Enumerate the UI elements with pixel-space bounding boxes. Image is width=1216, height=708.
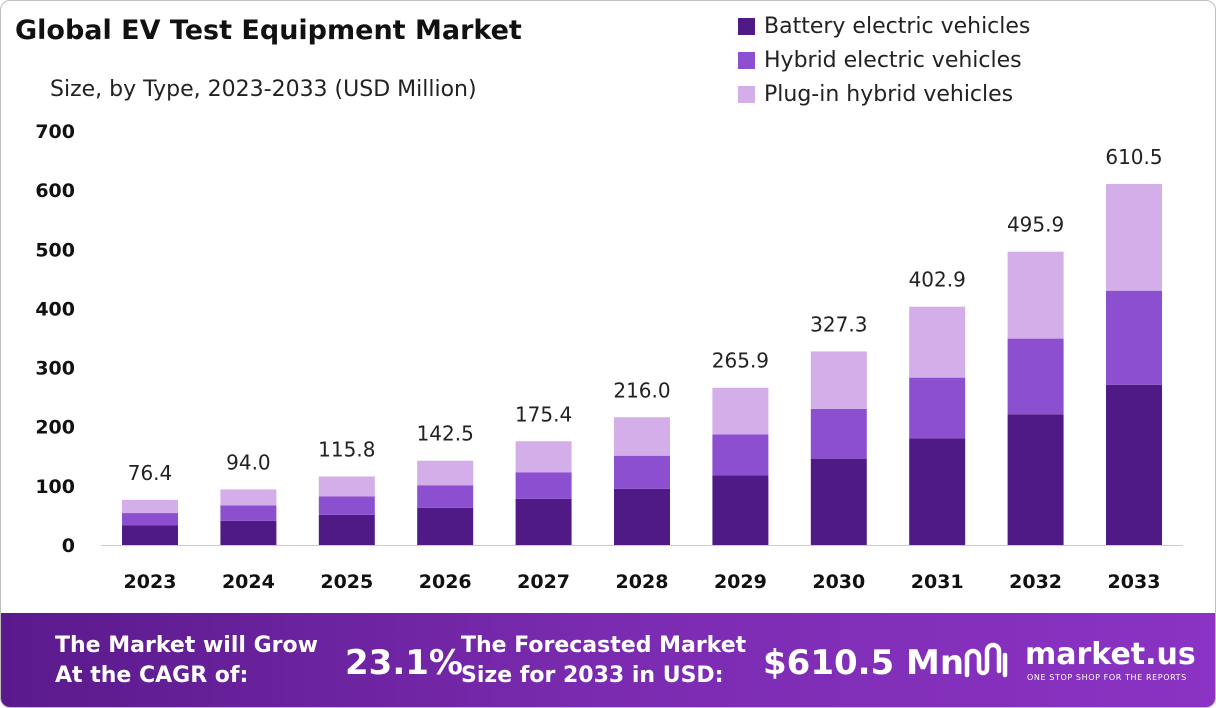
data-label-total: 115.8 bbox=[318, 438, 375, 462]
x-tick-label: 2026 bbox=[419, 571, 472, 593]
bar-segment-battery bbox=[1106, 384, 1162, 545]
bar-segment-battery bbox=[515, 498, 572, 545]
brand-name: market.us bbox=[1025, 637, 1196, 672]
x-tick-label: 2030 bbox=[812, 571, 865, 593]
cagr-label: The Market will Grow At the CAGR of: bbox=[55, 631, 318, 691]
bar-segment-plugin bbox=[318, 476, 375, 497]
y-tick-label: 300 bbox=[35, 358, 75, 380]
legend: Battery electric vehicles Hybrid electri… bbox=[738, 9, 1030, 111]
cagr-label-line1: The Market will Grow bbox=[55, 633, 318, 658]
x-tick-label: 2023 bbox=[124, 571, 177, 593]
data-label-total: 402.9 bbox=[909, 268, 966, 292]
bar-chart: 0 100 200 300 400 500 600 700 76.4 2023 94.0 2024 11… bbox=[35, 121, 1183, 593]
bar-segment-plugin bbox=[1007, 251, 1064, 339]
legend-label-plugin: Plug-in hybrid vehicles bbox=[764, 81, 1014, 107]
bar-segment-plugin bbox=[515, 441, 572, 473]
bar-segment-battery bbox=[1007, 414, 1064, 545]
data-label-total: 175.4 bbox=[515, 402, 572, 426]
y-tick-label: 500 bbox=[35, 239, 75, 261]
bar-segment-plugin bbox=[122, 499, 178, 514]
brand-tagline: ONE STOP SHOP FOR THE REPORTS bbox=[1027, 673, 1187, 682]
cagr-label-line2: At the CAGR of: bbox=[55, 663, 249, 688]
x-tick-label: 2033 bbox=[1108, 571, 1161, 593]
data-label-total: 327.3 bbox=[810, 312, 867, 336]
forecast-value: $610.5 Mn bbox=[763, 643, 965, 683]
bar-segment-hybrid bbox=[712, 434, 769, 476]
cagr-value: 23.1% bbox=[345, 643, 463, 683]
bar-segment-battery bbox=[417, 507, 474, 545]
bar-segment-plugin bbox=[810, 351, 867, 409]
bar-segment-battery bbox=[614, 488, 670, 545]
data-label-total: 94.0 bbox=[226, 450, 271, 474]
bar-segment-plugin bbox=[614, 417, 670, 456]
x-tick-label: 2025 bbox=[320, 571, 373, 593]
forecast-label-line2: Size for 2033 in USD: bbox=[461, 663, 724, 688]
bar-segment-plugin bbox=[1106, 183, 1162, 291]
bar-segment-hybrid bbox=[909, 377, 966, 439]
x-tick-label: 2024 bbox=[222, 571, 275, 593]
data-label-total: 142.5 bbox=[417, 422, 474, 446]
legend-item-battery: Battery electric vehicles bbox=[738, 9, 1030, 43]
bar-segment-hybrid bbox=[515, 472, 572, 499]
bar-segment-plugin bbox=[712, 387, 769, 435]
chart-subtitle: Size, by Type, 2023-2033 (USD Million) bbox=[50, 77, 477, 102]
y-tick-label: 0 bbox=[62, 535, 75, 557]
bar-segment-plugin bbox=[417, 460, 474, 486]
chart-title: Global EV Test Equipment Market bbox=[15, 15, 522, 46]
x-tick-label: 2027 bbox=[517, 571, 570, 593]
bar-segment-plugin bbox=[909, 306, 966, 378]
legend-swatch-battery bbox=[738, 17, 755, 35]
bar-segment-battery bbox=[220, 520, 277, 545]
bar-segment-battery bbox=[810, 458, 867, 545]
legend-label-battery: Battery electric vehicles bbox=[764, 13, 1031, 39]
data-label-total: 76.4 bbox=[128, 461, 173, 485]
y-tick-label: 100 bbox=[35, 476, 75, 498]
bar-segment-battery bbox=[909, 438, 966, 545]
x-tick-label: 2029 bbox=[714, 571, 767, 593]
bar-segment-hybrid bbox=[1106, 290, 1162, 385]
bar-segment-plugin bbox=[220, 489, 277, 506]
bar-segment-hybrid bbox=[417, 485, 474, 508]
y-tick-label: 600 bbox=[35, 180, 75, 202]
legend-item-hybrid: Hybrid electric vehicles bbox=[738, 43, 1030, 77]
bar-segment-hybrid bbox=[318, 496, 375, 515]
market-us-logo-icon bbox=[964, 642, 1008, 678]
legend-swatch-hybrid bbox=[738, 51, 755, 69]
y-tick-label: 200 bbox=[35, 417, 75, 439]
x-tick-label: 2032 bbox=[1009, 571, 1062, 593]
bar-segment-hybrid bbox=[1007, 338, 1064, 415]
bar-segment-hybrid bbox=[122, 513, 178, 526]
forecast-label-line1: The Forecasted Market bbox=[461, 633, 747, 658]
data-label-total: 495.9 bbox=[1007, 213, 1064, 237]
x-tick-label: 2031 bbox=[911, 571, 964, 593]
y-tick-label: 700 bbox=[35, 121, 75, 143]
bar-segment-hybrid bbox=[220, 505, 277, 521]
bar-segment-battery bbox=[122, 525, 178, 545]
legend-label-hybrid: Hybrid electric vehicles bbox=[764, 47, 1022, 73]
legend-item-plugin: Plug-in hybrid vehicles bbox=[738, 77, 1030, 111]
bar-segment-battery bbox=[318, 514, 375, 545]
bar-segment-hybrid bbox=[614, 455, 670, 489]
data-label-total: 216.0 bbox=[613, 378, 670, 402]
bar-segment-hybrid bbox=[810, 408, 867, 459]
forecast-label: The Forecasted Market Size for 2033 in U… bbox=[461, 631, 746, 691]
legend-swatch-plugin bbox=[738, 85, 755, 103]
data-label-total: 610.5 bbox=[1105, 145, 1162, 169]
x-tick-label: 2028 bbox=[616, 571, 669, 593]
bar-segment-battery bbox=[712, 475, 769, 545]
y-tick-label: 400 bbox=[35, 298, 75, 320]
data-label-total: 265.9 bbox=[712, 349, 769, 373]
footer-banner: The Market will Grow At the CAGR of: 23.… bbox=[1, 613, 1215, 707]
